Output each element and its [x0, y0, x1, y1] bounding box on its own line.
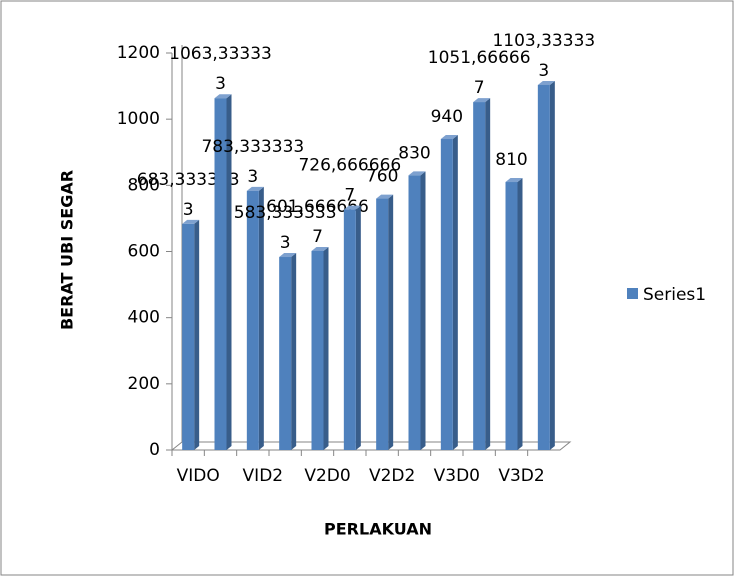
bar	[182, 223, 195, 450]
x-tick-label: V2D0	[304, 466, 350, 486]
data-label: 1063,33333 3	[169, 44, 272, 94]
bar	[343, 209, 356, 450]
bar	[214, 98, 227, 450]
data-label: 760	[366, 167, 398, 187]
bar-top	[440, 135, 458, 140]
legend-label: Series1	[643, 285, 706, 305]
bar	[376, 198, 389, 450]
data-label: 683,333333 3	[137, 170, 240, 220]
bar-top	[214, 94, 232, 99]
x-tick-label: V3D0	[434, 466, 480, 486]
data-label: 810	[495, 150, 527, 170]
y-tick-label: 400	[128, 308, 160, 328]
bar-side	[355, 205, 361, 450]
bar-top	[343, 205, 361, 210]
bar	[408, 175, 421, 451]
bar-top	[279, 253, 297, 258]
bar-top	[246, 186, 264, 191]
y-tick-label: 600	[128, 242, 160, 262]
y-tick-label: 800	[128, 175, 160, 195]
chart-border	[0, 0, 734, 576]
x-tick-label: V2D2	[369, 466, 415, 486]
data-label: 830	[398, 143, 430, 163]
bar-top	[473, 98, 491, 103]
legend-swatch	[627, 288, 638, 299]
bar-top	[505, 178, 523, 183]
y-tick-label: 0	[149, 440, 160, 460]
bar-side	[258, 186, 264, 450]
bar-side	[194, 219, 200, 450]
bar-top	[182, 219, 200, 224]
data-label: 1051,66666 7	[428, 48, 531, 98]
bar-side	[452, 135, 458, 450]
x-tick-label: VIDO	[177, 466, 220, 486]
bar-top	[408, 171, 426, 176]
x-tick-label: VID2	[243, 466, 284, 486]
bar	[473, 102, 486, 450]
y-tick-label: 200	[128, 374, 160, 394]
y-axis-title: BERAT UBI SEGAR	[58, 170, 77, 330]
data-label: 1103,33333 3	[492, 31, 595, 81]
y-tick-label: 1200	[117, 43, 160, 63]
bar-side	[517, 178, 523, 450]
bar-side	[323, 246, 329, 450]
bar-top	[537, 80, 555, 85]
bar	[246, 190, 259, 450]
bar	[505, 182, 518, 450]
data-label: 940	[431, 107, 463, 127]
bar-top	[376, 194, 394, 199]
bar-side	[388, 194, 394, 450]
y-tick-label: 1000	[117, 109, 160, 129]
data-label: 601,666666 7	[266, 197, 369, 247]
bar	[440, 139, 453, 450]
bar-side	[226, 94, 232, 450]
bar-side	[485, 98, 491, 450]
bar-top	[311, 246, 329, 251]
bar-side	[549, 80, 555, 450]
bar	[279, 257, 292, 450]
bar-side	[420, 171, 426, 451]
bar	[311, 250, 324, 450]
bar	[537, 84, 550, 450]
x-axis-title: PERLAKUAN	[324, 520, 432, 539]
data-label: 783,333333 3	[201, 137, 304, 187]
data-label: 726,666666 7	[298, 156, 401, 206]
bar-side	[291, 253, 297, 450]
x-tick-label: V3D2	[498, 466, 544, 486]
data-label: 583,333333 3	[234, 203, 337, 253]
